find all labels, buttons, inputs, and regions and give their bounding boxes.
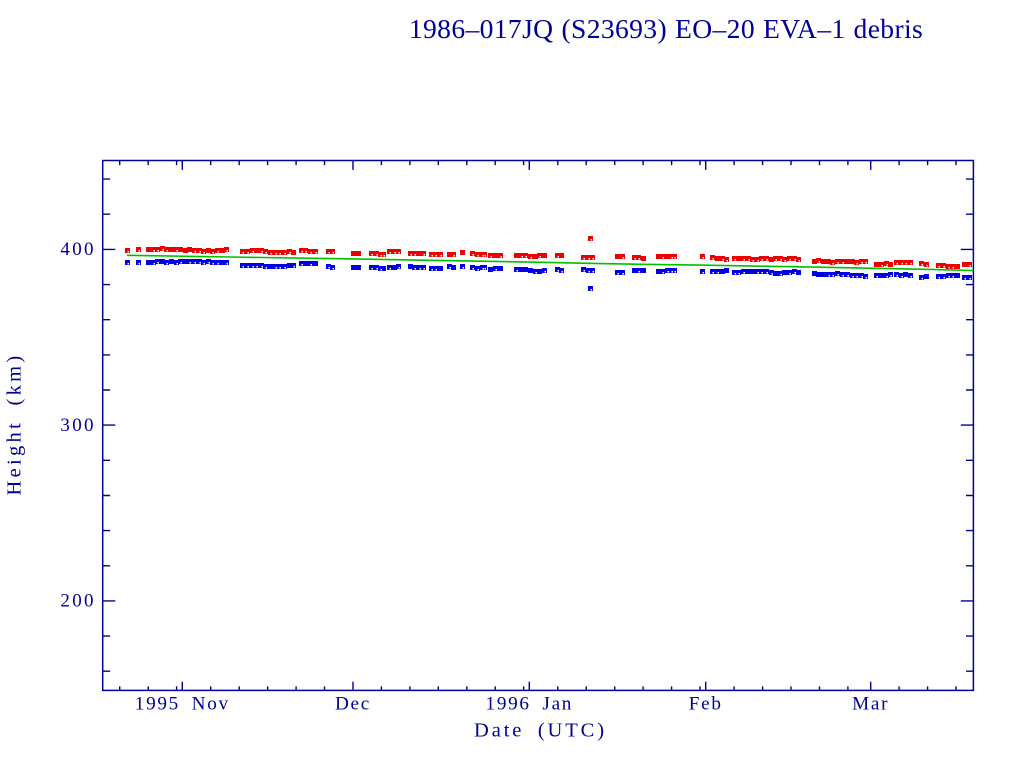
svg-text:200: 200 [60,591,95,612]
svg-text:Date (UTC): Date (UTC) [474,719,607,741]
svg-text:Mar: Mar [852,694,889,715]
svg-text:Dec: Dec [335,694,371,715]
svg-text:300: 300 [60,415,95,436]
svg-text:400: 400 [60,239,95,260]
svg-text:Height (km): Height (km) [4,352,26,495]
svg-text:Feb: Feb [689,694,723,715]
svg-text:1995 Nov: 1995 Nov [135,694,230,715]
svg-text:1996 Jan: 1996 Jan [486,694,574,715]
svg-text:1986–017JQ (S23693) EO–20 EVA–: 1986–017JQ (S23693) EO–20 EVA–1 debris [409,13,923,44]
